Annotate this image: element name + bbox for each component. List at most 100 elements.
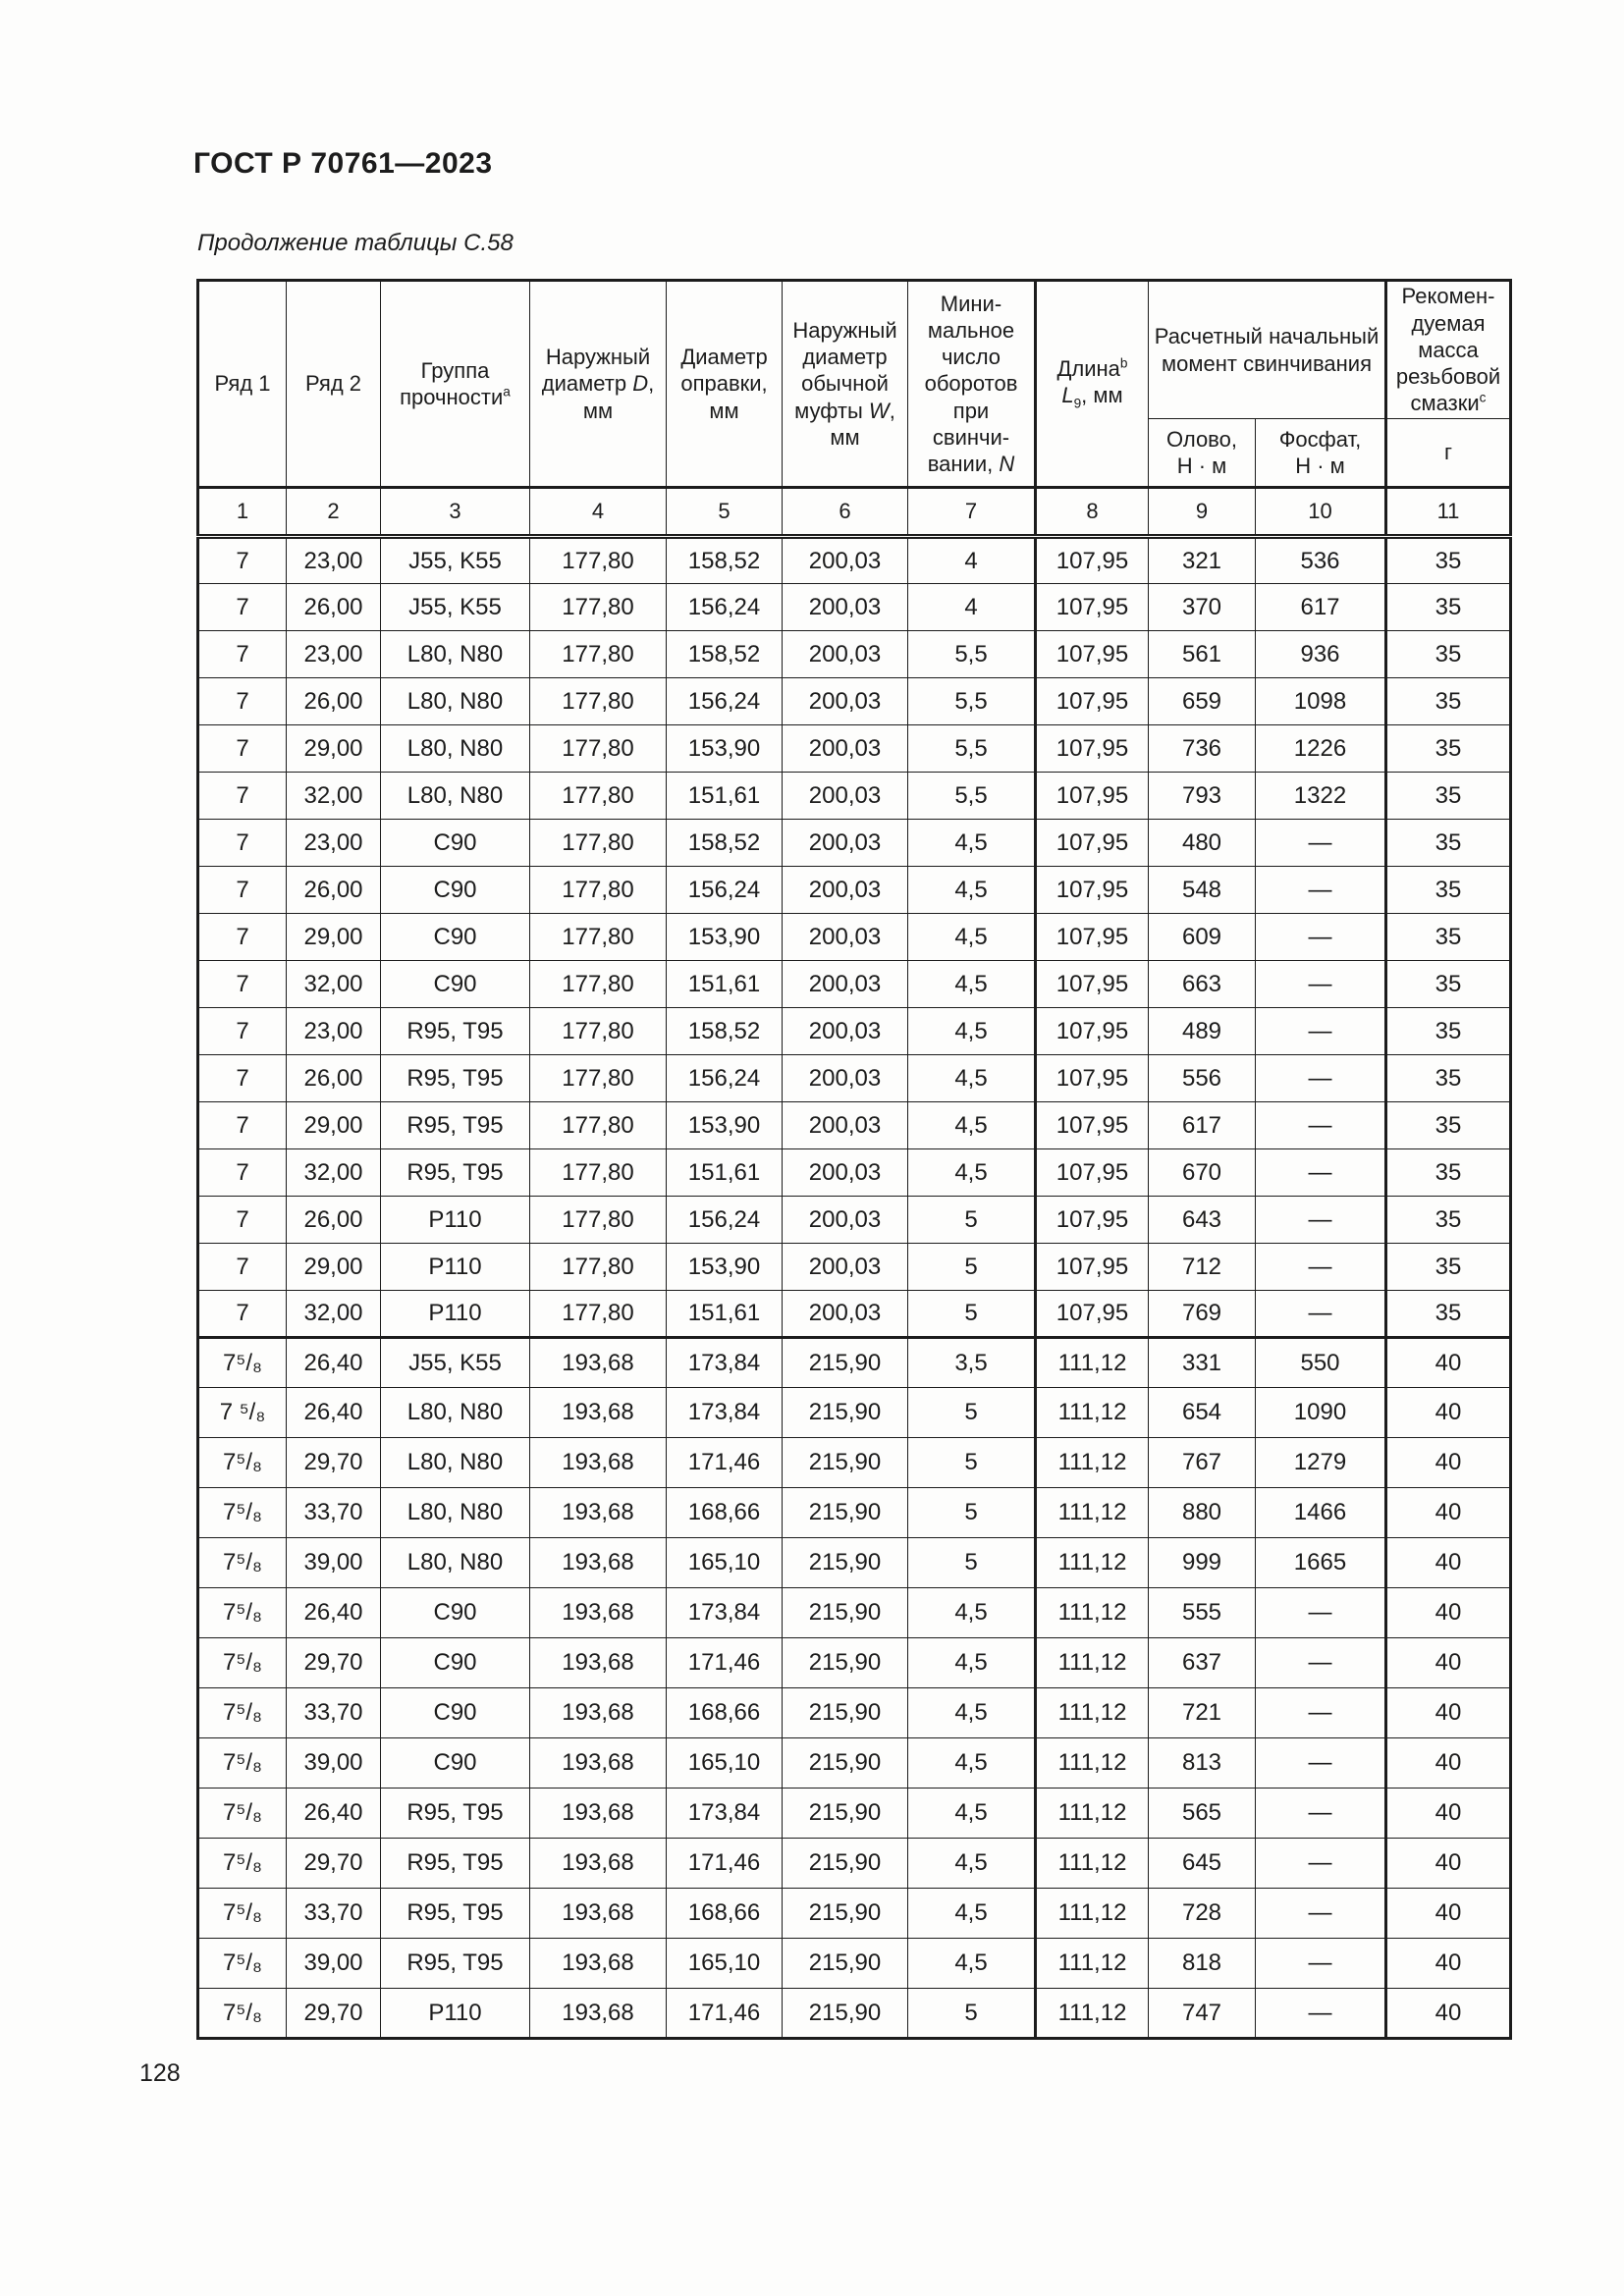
table-cell: R95, T95 — [380, 1838, 530, 1889]
table-cell: 556 — [1148, 1054, 1256, 1102]
table-cell: 736 — [1148, 724, 1256, 773]
table-cell: 156,24 — [666, 866, 783, 914]
table-cell: 5,5 — [907, 724, 1036, 773]
table-cell: 215,90 — [782, 1888, 908, 1939]
table-cell: 5 — [907, 1196, 1036, 1244]
table-cell: 111,12 — [1034, 1687, 1149, 1738]
table-cell: 40 — [1384, 1888, 1511, 1939]
table-cell: 769 — [1148, 1290, 1256, 1338]
var-N: N — [999, 452, 1015, 477]
table-cell: 26,00 — [286, 677, 381, 725]
header-text: , мм — [582, 371, 655, 423]
table-cell: 35 — [1384, 677, 1511, 725]
table-cell: 40 — [1384, 1737, 1511, 1789]
table-cell: — — [1255, 1788, 1386, 1839]
table-cell: 177,80 — [529, 536, 667, 584]
table-cell: 4,5 — [907, 1637, 1036, 1688]
table-cell: 177,80 — [529, 1196, 667, 1244]
table-cell: 550 — [1255, 1336, 1386, 1388]
table-cell: 111,12 — [1034, 1737, 1149, 1789]
table-cell: 177,80 — [529, 630, 667, 678]
table-cell: 7 — [197, 677, 287, 725]
table-cell: 193,68 — [529, 1737, 667, 1789]
header-cell-grease-unit: г — [1384, 418, 1511, 488]
table-cell: 721 — [1148, 1687, 1256, 1738]
table-cell: 107,95 — [1034, 1054, 1149, 1102]
table-cell: 151,61 — [666, 772, 783, 820]
table-cell: — — [1255, 1243, 1386, 1291]
table-cell: 4,5 — [907, 1101, 1036, 1149]
table-row: 7⁵/₈ 33,70 R95, T95 193,68 168,66 215,90 4,5 11… — [197, 1888, 1511, 1939]
table-row: 7 32,00 L80, N80 177,80 151,61 200,03 5,5 107,9… — [197, 772, 1511, 820]
table-cell: 7 — [197, 1054, 287, 1102]
header-text: Диаметр оправки, мм — [680, 345, 768, 423]
table-cell: — — [1255, 1637, 1386, 1688]
table-cell: L80, N80 — [380, 724, 530, 773]
table-cell: — — [1255, 913, 1386, 961]
table-cell: 35 — [1384, 1290, 1511, 1338]
table-cell: 200,03 — [782, 1148, 908, 1197]
table-body: 7 23,00 J55, K55 177,80 158,52 200,03 4 107,95 3… — [197, 536, 1511, 2039]
column-number-cell: 9 — [1148, 486, 1256, 539]
table-cell: 29,70 — [286, 1988, 381, 2039]
table-cell: 1090 — [1255, 1387, 1386, 1438]
table-cell: 370 — [1148, 583, 1256, 631]
continuation-table: Ряд 1 Ряд 2 Группа прочностиa Наружный д… — [196, 279, 1512, 2040]
table-cell: 712 — [1148, 1243, 1256, 1291]
table-cell: 107,95 — [1034, 677, 1149, 725]
table-row: 7 23,00 J55, K55 177,80 158,52 200,03 4 107,95 3… — [197, 536, 1511, 584]
table-cell: 7⁵/₈ — [197, 1788, 287, 1839]
table-cell: 7⁵/₈ — [197, 1988, 287, 2039]
table-cell: 40 — [1384, 1336, 1511, 1388]
table-cell: P110 — [380, 1988, 530, 2039]
header-row-main: Ряд 1 Ряд 2 Группа прочностиa Наружный д… — [197, 280, 1511, 488]
table-cell: R95, T95 — [380, 1788, 530, 1839]
table-cell: 663 — [1148, 960, 1256, 1008]
table-cell: J55, K55 — [380, 583, 530, 631]
table-row: 7 23,00 L80, N80 177,80 158,52 200,03 5,5 107,9… — [197, 630, 1511, 678]
table-cell: 107,95 — [1034, 1007, 1149, 1055]
table-cell: 39,00 — [286, 1737, 381, 1789]
table-cell: 5 — [907, 1537, 1036, 1588]
table-cell: 111,12 — [1034, 1637, 1149, 1688]
table-cell: 4,5 — [907, 913, 1036, 961]
table-cell: 1466 — [1255, 1487, 1386, 1538]
table-cell: 637 — [1148, 1637, 1256, 1688]
table-cell: — — [1255, 1587, 1386, 1638]
table-cell: 659 — [1148, 677, 1256, 725]
table-cell: 35 — [1384, 913, 1511, 961]
table-cell: 7 — [197, 819, 287, 867]
table-cell: 35 — [1384, 1243, 1511, 1291]
table-cell: 193,68 — [529, 1437, 667, 1488]
table-row: 7⁵/₈ 26,40 R95, T95 193,68 173,84 215,90 4,5 11… — [197, 1788, 1511, 1839]
table-cell: 33,70 — [286, 1687, 381, 1738]
header-cell-phosphate: Фосфат, Н · м — [1255, 418, 1386, 488]
table-row: 7⁵/₈ 29,70 C90 193,68 171,46 215,90 4,5 111,12 6… — [197, 1637, 1511, 1688]
table-cell: 40 — [1384, 1487, 1511, 1538]
table-header: Ряд 1 Ряд 2 Группа прочностиa Наружный д… — [197, 280, 1511, 539]
table-cell: — — [1255, 960, 1386, 1008]
table-cell: 40 — [1384, 1537, 1511, 1588]
table-cell: 26,00 — [286, 866, 381, 914]
table-cell: 156,24 — [666, 1054, 783, 1102]
table-cell: 193,68 — [529, 1687, 667, 1738]
table-cell: 5,5 — [907, 772, 1036, 820]
table-cell: R95, T95 — [380, 1938, 530, 1989]
column-numbers-row: 1 2 3 4 5 6 7 8 9 10 11 — [197, 486, 1511, 539]
table-cell: 26,40 — [286, 1587, 381, 1638]
table-cell: 26,40 — [286, 1788, 381, 1839]
table-cell: J55, K55 — [380, 1336, 530, 1388]
header-text: Рекомен- дуемая масса резьбовой смазки — [1395, 284, 1501, 416]
table-cell: — — [1255, 1988, 1386, 2039]
table-cell: 35 — [1384, 724, 1511, 773]
table-cell: 200,03 — [782, 583, 908, 631]
table-cell: 5 — [907, 1487, 1036, 1538]
header-cell-grease-mass: Рекомен- дуемая масса резьбовой смазкиc — [1384, 280, 1511, 419]
table-cell: 645 — [1148, 1838, 1256, 1889]
table-row: 7 32,00 R95, T95 177,80 151,61 200,03 4,5 107,9… — [197, 1148, 1511, 1197]
table-cell: 107,95 — [1034, 536, 1149, 584]
table-cell: 193,68 — [529, 1788, 667, 1839]
table-cell: 654 — [1148, 1387, 1256, 1438]
table-cell: 35 — [1384, 1196, 1511, 1244]
header-cell-length: Длинаb L9, мм — [1034, 280, 1149, 488]
